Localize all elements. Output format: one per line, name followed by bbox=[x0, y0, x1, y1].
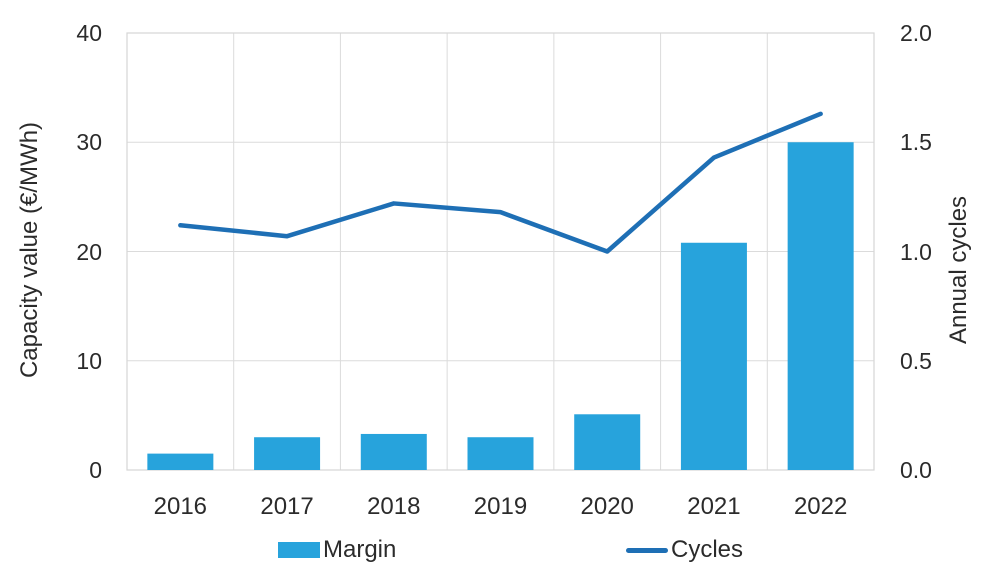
right-axis-title: Annual cycles bbox=[945, 195, 972, 345]
x-tick-2021: 2021 bbox=[687, 493, 741, 520]
right-tick-1.5: 1.5 bbox=[900, 129, 932, 156]
right-tick-1.0: 1.0 bbox=[900, 238, 932, 265]
margin-bar-2017 bbox=[254, 437, 321, 470]
margin-legend-label: Margin bbox=[323, 536, 397, 563]
x-tick-2018: 2018 bbox=[367, 493, 421, 520]
margin-bar-2018 bbox=[360, 433, 427, 470]
cycles-legend-swatch bbox=[626, 548, 668, 553]
x-tick-2019: 2019 bbox=[473, 493, 528, 520]
left-tick-30: 30 bbox=[76, 129, 102, 156]
cycles-line bbox=[178, 111, 823, 254]
margin-bar-2021 bbox=[680, 242, 747, 470]
left-tick-0: 0 bbox=[89, 457, 102, 483]
left-tick-20: 20 bbox=[76, 238, 102, 265]
margin-bar-2022 bbox=[787, 142, 854, 470]
margin-bar-2016 bbox=[147, 453, 214, 470]
margin-bar-2019 bbox=[467, 437, 534, 470]
x-tick-2022: 2022 bbox=[793, 493, 848, 520]
right-tick-0.5: 0.5 bbox=[900, 347, 932, 374]
x-tick-2017: 2017 bbox=[260, 493, 314, 520]
x-tick-2016: 2016 bbox=[153, 493, 208, 520]
right-tick-2.0: 2.0 bbox=[900, 20, 932, 46]
margin-bar-2020 bbox=[574, 414, 641, 470]
cycles-legend-label: Cycles bbox=[671, 536, 744, 563]
x-tick-2020: 2020 bbox=[580, 493, 634, 520]
left-tick-10: 10 bbox=[76, 347, 102, 374]
margin-legend-swatch bbox=[278, 542, 320, 558]
left-tick-40: 40 bbox=[76, 20, 102, 46]
right-tick-0.0: 0.0 bbox=[900, 457, 932, 483]
